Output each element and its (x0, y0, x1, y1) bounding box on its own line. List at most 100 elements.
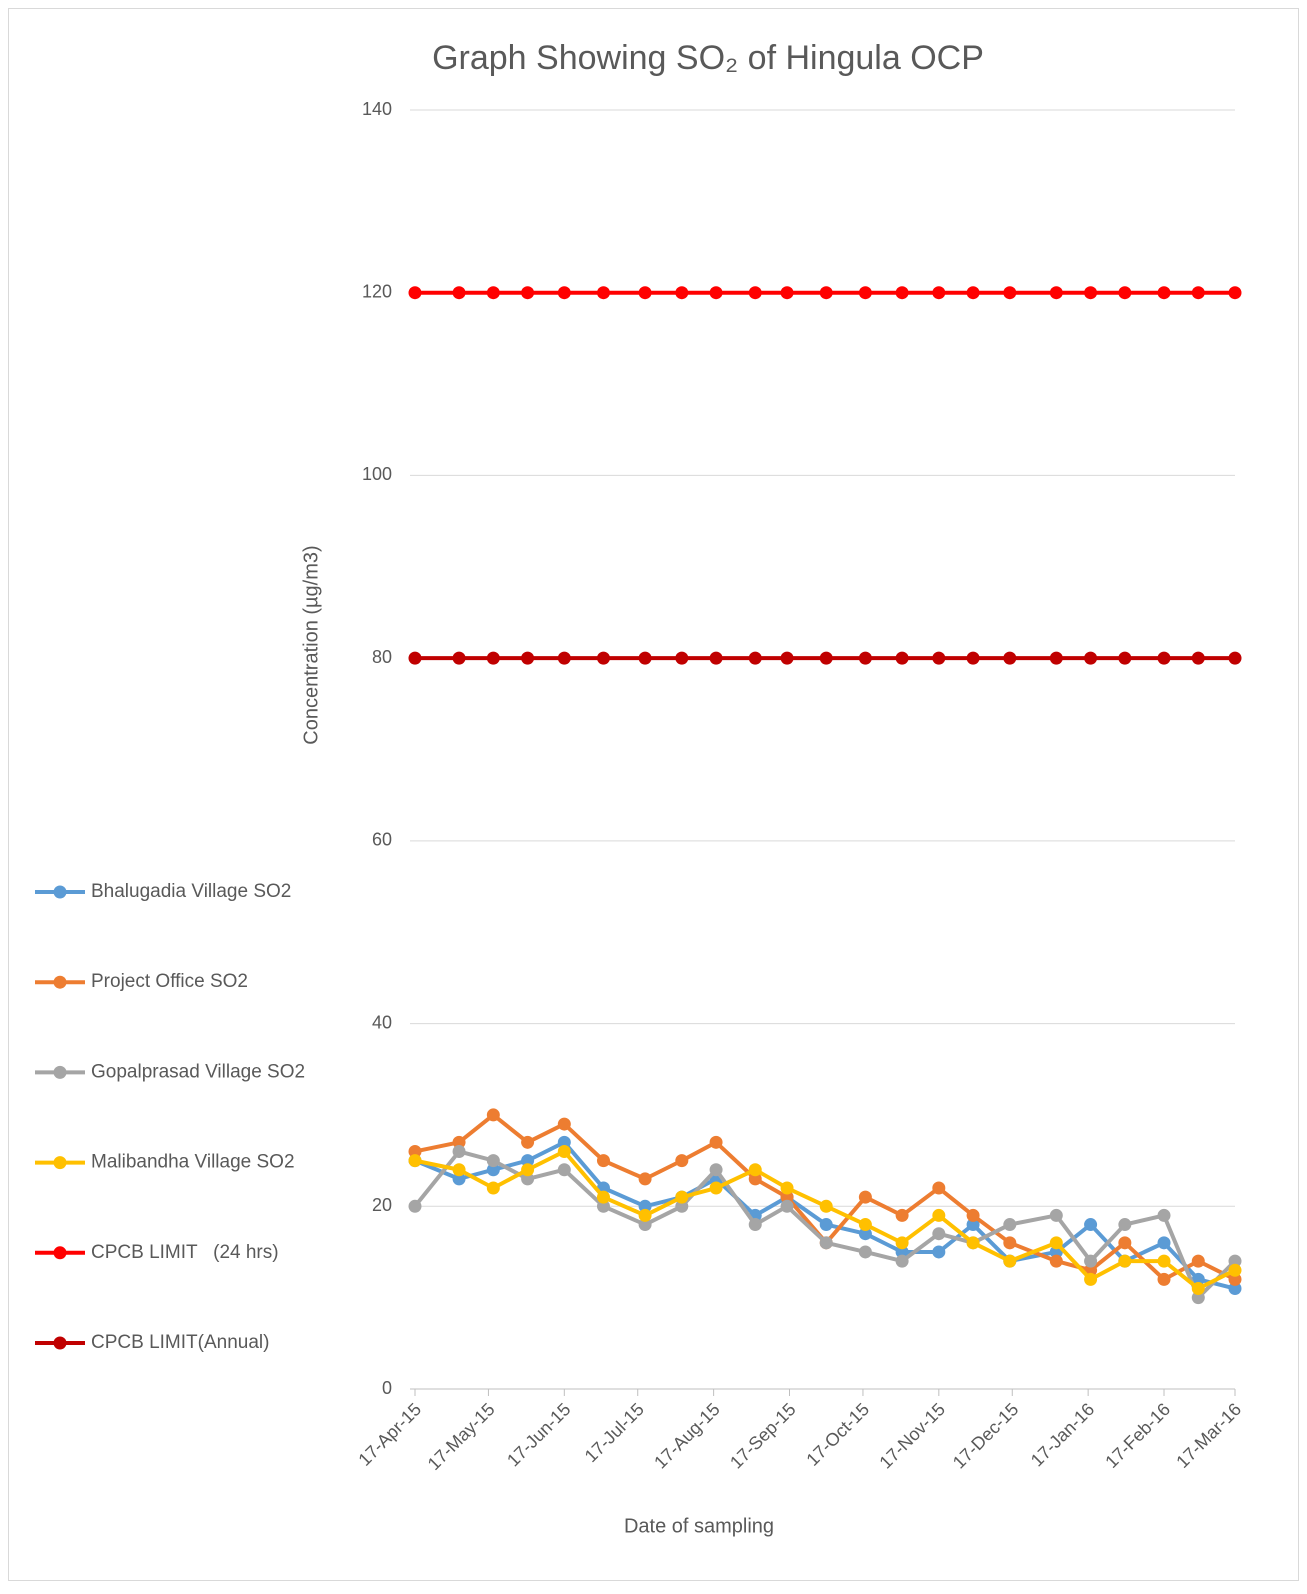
data-point (1003, 286, 1017, 300)
data-point (596, 1154, 610, 1168)
data-point (895, 1236, 909, 1250)
data-point (895, 1245, 909, 1259)
data-point (452, 651, 466, 665)
data-point (709, 286, 723, 300)
legend-label: Project Office SO2 (91, 971, 248, 992)
data-point (780, 1181, 794, 1195)
data-point (1157, 1272, 1171, 1286)
data-point (748, 1218, 762, 1232)
data-point (486, 651, 500, 665)
data-point (748, 1172, 762, 1186)
data-point (521, 286, 535, 300)
legend-marker (53, 1246, 67, 1260)
data-point (895, 1208, 909, 1222)
data-point (819, 1218, 833, 1232)
data-point (966, 1208, 980, 1222)
legend-label: Bhalugadia Village SO2 (91, 881, 291, 902)
y-tick-label: 120 (362, 281, 392, 301)
data-point (819, 286, 833, 300)
data-point (895, 1254, 909, 1268)
data-point (1228, 286, 1242, 300)
data-point (748, 286, 762, 300)
data-point (1228, 1282, 1242, 1296)
data-point (521, 1163, 535, 1177)
data-point (557, 1135, 571, 1149)
data-point (932, 1227, 946, 1241)
data-point (675, 651, 689, 665)
y-tick-label: 80 (372, 647, 392, 667)
data-point (932, 1208, 946, 1222)
data-point (932, 286, 946, 300)
data-point (1084, 1254, 1098, 1268)
data-point (408, 651, 422, 665)
data-point (638, 1208, 652, 1222)
data-point (858, 286, 872, 300)
data-point (1084, 286, 1098, 300)
data-point (1003, 651, 1017, 665)
y-axis-label: Concentration (µg/m3) (300, 545, 322, 744)
data-point (1003, 1218, 1017, 1232)
data-point (408, 1144, 422, 1158)
data-point (452, 1144, 466, 1158)
data-point (895, 286, 909, 300)
data-point (486, 1108, 500, 1122)
data-point (638, 286, 652, 300)
data-point (1191, 1254, 1205, 1268)
data-point (596, 651, 610, 665)
data-point (557, 1117, 571, 1131)
data-point (1003, 1254, 1017, 1268)
data-point (638, 651, 652, 665)
data-point (858, 1245, 872, 1259)
data-point (1084, 1272, 1098, 1286)
data-point (780, 651, 794, 665)
legend-marker (53, 885, 67, 899)
data-point (596, 286, 610, 300)
y-tick-label: 100 (362, 464, 392, 484)
x-axis-label: Date of sampling (624, 1515, 774, 1537)
data-point (709, 1181, 723, 1195)
data-point (1228, 1263, 1242, 1277)
data-point (709, 1163, 723, 1177)
legend-label: CPCB LIMIT (24 hrs) (91, 1242, 279, 1263)
chart-border (8, 8, 1299, 1581)
legend-marker (53, 975, 67, 989)
data-point (1049, 1236, 1063, 1250)
data-point (966, 651, 980, 665)
data-point (780, 286, 794, 300)
data-point (486, 286, 500, 300)
data-point (1157, 286, 1171, 300)
data-point (638, 1199, 652, 1213)
data-point (1084, 651, 1098, 665)
data-point (1191, 651, 1205, 665)
data-point (408, 286, 422, 300)
data-point (596, 1199, 610, 1213)
data-point (452, 1172, 466, 1186)
data-point (596, 1190, 610, 1204)
data-point (521, 651, 535, 665)
data-point (709, 651, 723, 665)
data-point (1118, 286, 1132, 300)
data-point (858, 1218, 872, 1232)
data-point (675, 1154, 689, 1168)
data-point (748, 651, 762, 665)
data-point (819, 1236, 833, 1250)
data-point (557, 1163, 571, 1177)
data-point (858, 1190, 872, 1204)
data-point (1084, 1218, 1098, 1232)
data-point (452, 1135, 466, 1149)
data-point (1049, 651, 1063, 665)
legend-label: Gopalprasad Village SO2 (91, 1061, 305, 1082)
data-point (521, 1154, 535, 1168)
data-point (408, 1199, 422, 1213)
data-point (1157, 1254, 1171, 1268)
data-point (1049, 286, 1063, 300)
data-point (486, 1181, 500, 1195)
data-point (1049, 1208, 1063, 1222)
data-point (675, 286, 689, 300)
y-tick-label: 20 (372, 1195, 392, 1215)
data-point (1228, 1254, 1242, 1268)
data-point (966, 1218, 980, 1232)
data-point (1003, 1236, 1017, 1250)
data-point (1118, 1236, 1132, 1250)
